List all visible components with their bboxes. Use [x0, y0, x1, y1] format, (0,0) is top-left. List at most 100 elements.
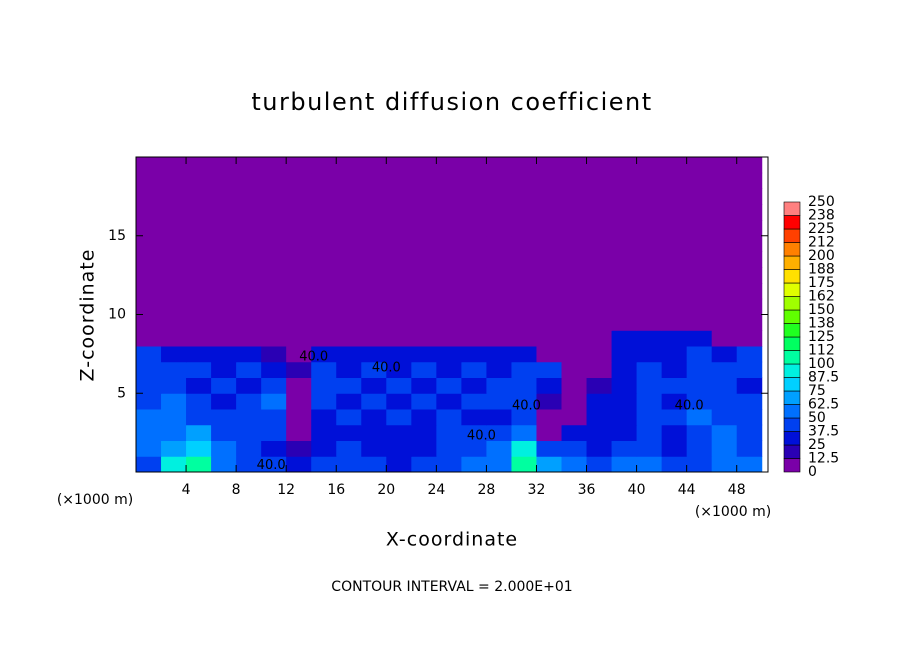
- cell: [136, 361, 162, 378]
- colorbar-bin: [783, 431, 801, 446]
- cell: [461, 298, 487, 315]
- cell: [511, 330, 537, 347]
- cell: [561, 220, 588, 237]
- cell: [686, 361, 713, 378]
- colorbar-bin: [783, 390, 801, 405]
- cell: [461, 409, 487, 426]
- cell: [661, 251, 688, 268]
- cell: [186, 267, 212, 284]
- cell: [461, 314, 487, 331]
- colorbar-label: 225: [808, 221, 835, 237]
- cell: [511, 220, 537, 237]
- cell: [311, 157, 337, 174]
- colorbar-label: 12.5: [808, 451, 839, 467]
- cell: [136, 330, 162, 347]
- colorbar-bin: [783, 404, 801, 419]
- cell: [611, 346, 638, 363]
- cell: [461, 172, 487, 189]
- cell: [636, 330, 663, 347]
- cell: [311, 298, 337, 315]
- cell: [511, 172, 537, 189]
- cell: [261, 424, 287, 441]
- cell: [311, 172, 337, 189]
- cell: [361, 157, 387, 174]
- cell: [486, 188, 512, 205]
- cell: [161, 361, 187, 378]
- cell: [711, 172, 738, 189]
- cell: [161, 330, 187, 347]
- cell: [261, 283, 287, 300]
- cell: [611, 314, 638, 331]
- y-axis-label: Z-coordinate: [77, 249, 99, 382]
- cell: [161, 172, 187, 189]
- colorbar-bin: [783, 215, 801, 230]
- cell: [336, 267, 362, 284]
- cell: [686, 172, 713, 189]
- cell: [561, 361, 588, 378]
- cell: [361, 220, 387, 237]
- x-tick-label: 40: [628, 482, 646, 498]
- x-tick-label: 32: [528, 482, 546, 498]
- cell: [561, 393, 588, 410]
- cell: [161, 424, 187, 441]
- colorbar-bin: [783, 255, 801, 270]
- cell: [661, 267, 688, 284]
- cell: [461, 393, 487, 410]
- cell: [736, 235, 763, 252]
- cell: [311, 204, 337, 221]
- cell: [561, 456, 588, 473]
- colorbar-label: 162: [808, 289, 835, 305]
- cell: [261, 456, 287, 473]
- cell: [236, 157, 262, 174]
- cell: [311, 361, 337, 378]
- cell: [286, 172, 312, 189]
- cell: [336, 283, 362, 300]
- cell: [336, 424, 362, 441]
- cell: [211, 456, 237, 473]
- cell: [461, 346, 487, 363]
- colorbar-label: 200: [808, 248, 835, 264]
- cell: [136, 220, 162, 237]
- cell: [611, 409, 638, 426]
- cell: [411, 188, 437, 205]
- x-tick-label: 8: [232, 482, 241, 498]
- cell: [561, 204, 588, 221]
- cell: [486, 220, 512, 237]
- cell: [211, 298, 237, 315]
- cell: [361, 298, 387, 315]
- cell: [211, 157, 237, 174]
- cell: [611, 204, 638, 221]
- cell: [261, 235, 287, 252]
- cell: [536, 456, 563, 473]
- cell: [686, 314, 713, 331]
- cell: [586, 314, 613, 331]
- cell: [586, 204, 613, 221]
- cell: [286, 267, 312, 284]
- cell: [361, 188, 387, 205]
- cell: [386, 377, 412, 394]
- x-tick-label: 28: [478, 482, 496, 498]
- cell: [511, 393, 537, 410]
- cell: [286, 298, 312, 315]
- cell: [161, 157, 187, 174]
- cell: [411, 235, 437, 252]
- cell: [686, 267, 713, 284]
- colorbar-label: 75: [808, 383, 826, 399]
- cell: [711, 251, 738, 268]
- cell: [411, 361, 437, 378]
- cell: [436, 456, 462, 473]
- cell: [411, 283, 437, 300]
- cell: [261, 251, 287, 268]
- field: [136, 157, 763, 473]
- cell: [736, 361, 763, 378]
- cell: [661, 393, 688, 410]
- cell: [286, 409, 312, 426]
- cell: [436, 409, 462, 426]
- cell: [411, 346, 437, 363]
- cell: [186, 456, 212, 473]
- cell: [436, 314, 462, 331]
- cell: [236, 377, 262, 394]
- cell: [461, 204, 487, 221]
- cell: [286, 440, 312, 457]
- cell: [211, 235, 237, 252]
